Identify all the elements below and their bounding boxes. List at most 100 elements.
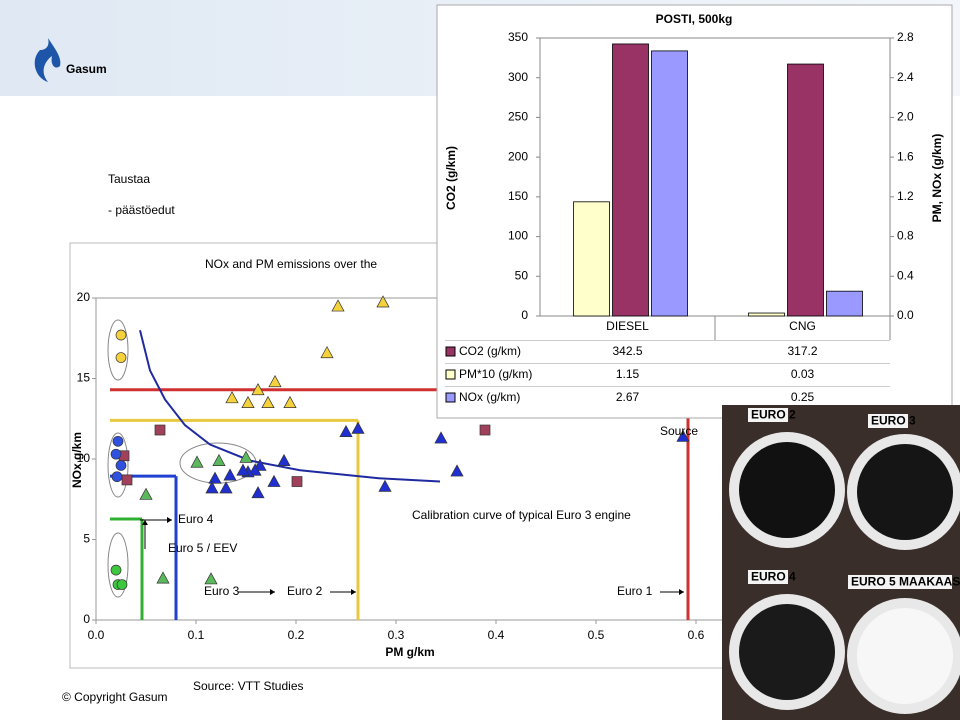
y-tick-label: 200: [508, 149, 528, 163]
photo-label: EURO 3: [871, 414, 916, 428]
legend-label: NOx (g/km): [459, 390, 520, 404]
title: Taustaa: [108, 172, 150, 186]
y-tick-label: 0: [521, 308, 528, 322]
bar: [748, 312, 785, 317]
point: [241, 395, 255, 408]
point: [291, 476, 303, 487]
point: [277, 453, 291, 466]
point: [339, 424, 353, 437]
photo-label-bg: [868, 414, 908, 428]
point: [115, 329, 127, 341]
point: [212, 453, 226, 466]
point: [236, 463, 250, 476]
bar: [826, 290, 863, 317]
footer: © Copyright Gasum Source: VTT Studies: [62, 679, 304, 704]
point: [156, 571, 170, 584]
point: [219, 481, 233, 494]
point: [223, 468, 237, 481]
point: [139, 487, 153, 500]
group-ring: [107, 319, 129, 381]
logo-flame: [34, 38, 61, 82]
legend-label: PM*10 (g/km): [459, 367, 532, 381]
photo-label-bg: [748, 408, 788, 422]
table-value: 0.25: [791, 390, 815, 404]
y2-tick-label: 1.2: [897, 189, 914, 203]
point: [676, 429, 690, 442]
photo: EURO 2 EURO 3 EURO 4 EURO 5 MAAKAASU: [722, 405, 960, 720]
bar: [573, 201, 610, 317]
brand: Gasum: [66, 62, 107, 76]
annotation: Euro 1: [617, 584, 653, 598]
x-tick-label: 0.1: [188, 628, 205, 642]
arrow-head: [142, 520, 148, 525]
photo-label-bg: [848, 575, 952, 589]
filter: [857, 444, 953, 540]
point: [154, 424, 166, 436]
photo-label: EURO 4: [751, 570, 796, 584]
point: [251, 383, 265, 396]
y-tick-label: 100: [508, 229, 528, 243]
filter: [739, 442, 835, 538]
y-tick-label: 15: [77, 371, 91, 385]
point: [320, 346, 334, 359]
y-axis-label: NOx g/km: [70, 432, 84, 488]
point: [225, 391, 239, 404]
point: [378, 479, 392, 492]
photo-label: EURO 2: [751, 408, 796, 422]
point: [111, 471, 123, 483]
point: [376, 295, 390, 308]
arrow-head: [351, 589, 356, 595]
chart-title: NOx and PM emissions over the: [205, 257, 377, 271]
annotation: Euro 4: [178, 512, 214, 526]
y-tick-label: 20: [77, 290, 91, 304]
annotation: Euro 5 / EEV: [168, 541, 237, 555]
point: [115, 460, 127, 471]
point: [110, 448, 122, 460]
y2-axis-label: PM, NOx (g/km): [930, 134, 944, 223]
point: [267, 474, 281, 487]
point: [351, 421, 365, 434]
point: [331, 299, 345, 312]
x-tick-label: 0.2: [288, 628, 305, 642]
calibration-curve: [139, 329, 441, 483]
y2-tick-label: 0.0: [897, 308, 914, 322]
group-ring: [107, 532, 129, 598]
x-axis-label: PM g/km: [385, 645, 434, 659]
point: [116, 579, 128, 590]
arrow-head: [679, 589, 684, 595]
table-value: 317.2: [787, 344, 817, 358]
x-tick-label: 0.4: [488, 628, 505, 642]
y-tick-label: 10: [77, 451, 91, 465]
point: [261, 395, 275, 408]
y-tick-label: 5: [83, 532, 90, 546]
point: [283, 395, 297, 408]
x-tick-label: 0.6: [688, 628, 705, 642]
y2-tick-label: 1.6: [897, 149, 914, 163]
copyright: © Copyright Gasum: [62, 690, 168, 704]
x-tick-label: 0.5: [588, 628, 605, 642]
y-tick-label: 250: [508, 110, 528, 124]
filter: [857, 608, 953, 704]
table-value: 0.03: [791, 367, 815, 381]
table-value: 1.15: [616, 367, 640, 381]
annotation: Euro 3: [204, 584, 240, 598]
legend-label: CO2 (g/km): [459, 344, 521, 358]
point: [479, 424, 491, 436]
y2-tick-label: 2.4: [897, 70, 914, 84]
legend-swatch: [445, 392, 456, 403]
point: [205, 481, 219, 494]
filter: [739, 604, 835, 700]
y2-tick-label: 2.8: [897, 30, 914, 44]
point: [434, 431, 448, 444]
x-tick-label: DIESEL: [606, 319, 649, 333]
curve-label: Calibration curve of typical Euro 3 engi…: [412, 508, 631, 522]
arrow-head: [270, 589, 275, 595]
point: [110, 564, 122, 576]
point: [208, 471, 222, 484]
annotation: Euro 2: [287, 584, 323, 598]
point: [204, 572, 218, 585]
bar-chart: POSTI, 500kg 0 50 100 150 200 250 300 350 0.0 0.4 0…: [436, 4, 953, 419]
y2-tick-label: 0.4: [897, 268, 914, 282]
